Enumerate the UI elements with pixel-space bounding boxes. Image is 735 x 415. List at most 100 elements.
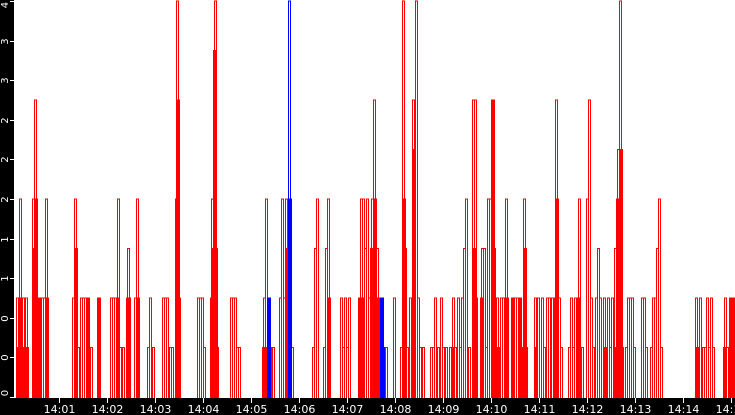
y-tick-label: 2 <box>0 156 11 162</box>
data-spike <box>393 297 396 398</box>
data-spike <box>289 198 292 398</box>
data-spike <box>74 198 77 398</box>
data-spike <box>560 347 563 398</box>
data-spike <box>581 347 584 398</box>
x-tick-label: 14:15 <box>716 403 735 415</box>
data-spike <box>404 248 407 398</box>
data-spike <box>90 347 93 398</box>
data-spike <box>117 198 120 398</box>
data-spike <box>604 347 607 398</box>
data-spike <box>26 347 29 398</box>
data-spike <box>422 347 425 398</box>
data-spike <box>523 198 526 398</box>
data-spike <box>465 198 468 398</box>
data-spike <box>268 297 271 398</box>
data-spike <box>122 347 125 398</box>
data-spike <box>316 198 319 398</box>
data-spike <box>621 347 624 398</box>
y-tick-label: 3 <box>0 38 11 44</box>
data-spike <box>578 198 581 398</box>
x-tick-label: 14:09 <box>428 403 460 415</box>
data-spike <box>238 347 241 398</box>
y-ticks: 0 0 0 1 1 2 2 2 3 3 4 <box>0 1 14 398</box>
data-spike <box>726 347 729 398</box>
data-spike <box>483 248 486 398</box>
data-spike <box>445 347 448 398</box>
y-tick-label: 0 <box>0 315 11 321</box>
data-spike <box>475 297 478 398</box>
data-spike <box>699 297 702 398</box>
y-tick-label: 2 <box>0 117 11 123</box>
data-spike <box>474 99 477 398</box>
data-spike <box>645 347 648 398</box>
data-spike <box>442 347 445 398</box>
data-spike <box>555 99 558 398</box>
data-spike <box>373 99 376 398</box>
x-tick-label: 14:11 <box>524 403 556 415</box>
x-tick-label: 14:10 <box>476 403 508 415</box>
data-spike <box>214 0 217 398</box>
data-spike <box>588 99 591 398</box>
data-spike <box>497 347 500 398</box>
data-spike <box>34 99 37 398</box>
data-spike <box>87 297 90 398</box>
data-spike <box>712 347 715 398</box>
x-tick-label: 14:03 <box>140 403 172 415</box>
y-tick-label: 2 <box>0 196 11 202</box>
y-tick-label: 4 <box>0 2 11 8</box>
data-spike <box>658 198 661 398</box>
x-tick-label: 14:08 <box>380 403 412 415</box>
data-spike <box>506 297 509 398</box>
data-spike <box>178 297 181 398</box>
y-tick-label: 1 <box>0 236 11 242</box>
x-tick-label: 14:02 <box>92 403 124 415</box>
data-spike <box>619 0 622 398</box>
y-tick-label: 0 <box>0 354 11 360</box>
data-spike <box>537 297 540 398</box>
data-spike <box>620 149 623 398</box>
data-spike <box>35 198 38 398</box>
data-spike <box>519 297 522 398</box>
data-spike <box>385 347 388 398</box>
data-spike <box>493 248 496 398</box>
data-spike <box>216 347 219 398</box>
data-spike <box>543 347 546 398</box>
data-spike <box>403 198 406 398</box>
data-spike <box>127 248 130 398</box>
data-spike <box>328 297 331 398</box>
data-spike <box>468 347 471 398</box>
x-tick-label: 14:13 <box>620 403 652 415</box>
data-spike <box>382 347 385 398</box>
y-tick-label: 1 <box>0 275 11 281</box>
x-tick-label: 14:06 <box>284 403 316 415</box>
data-spike <box>119 347 122 398</box>
data-spike <box>203 347 206 398</box>
data-spike <box>176 0 179 398</box>
data-spike <box>272 347 275 398</box>
data-spike <box>77 347 80 398</box>
y-axis <box>0 0 14 415</box>
x-tick-label: 14:14 <box>668 403 700 415</box>
data-spike <box>46 297 49 398</box>
x-tick-label: 14:04 <box>188 403 220 415</box>
data-spike <box>415 0 418 398</box>
y-tick-label: 3 <box>0 77 11 83</box>
data-spike <box>149 297 152 398</box>
x-axis <box>0 398 735 415</box>
data-spike <box>166 297 169 398</box>
data-spike <box>524 248 527 398</box>
data-spike <box>171 347 174 398</box>
data-spike <box>137 297 140 398</box>
data-spike <box>152 347 155 398</box>
data-spike <box>75 248 78 398</box>
data-spike <box>592 347 595 398</box>
x-tick-label: 14:05 <box>236 403 268 415</box>
data-spike <box>548 297 551 398</box>
data-spike <box>633 347 636 398</box>
x-ticks: 14:01 14:02 14:03 14:04 14:05 14:06 14:07 14:08… <box>44 398 735 415</box>
data-spike <box>454 347 457 398</box>
plot-area <box>16 0 735 398</box>
data-spike <box>177 99 180 398</box>
